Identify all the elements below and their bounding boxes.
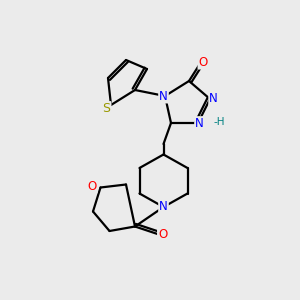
Text: O: O xyxy=(158,227,167,241)
Text: N: N xyxy=(159,200,168,214)
Text: N: N xyxy=(195,117,204,130)
Text: N: N xyxy=(159,89,168,103)
Text: -H: -H xyxy=(214,117,225,128)
Text: O: O xyxy=(199,56,208,69)
Text: O: O xyxy=(88,179,97,193)
Text: S: S xyxy=(103,102,110,115)
Text: N: N xyxy=(209,92,218,106)
